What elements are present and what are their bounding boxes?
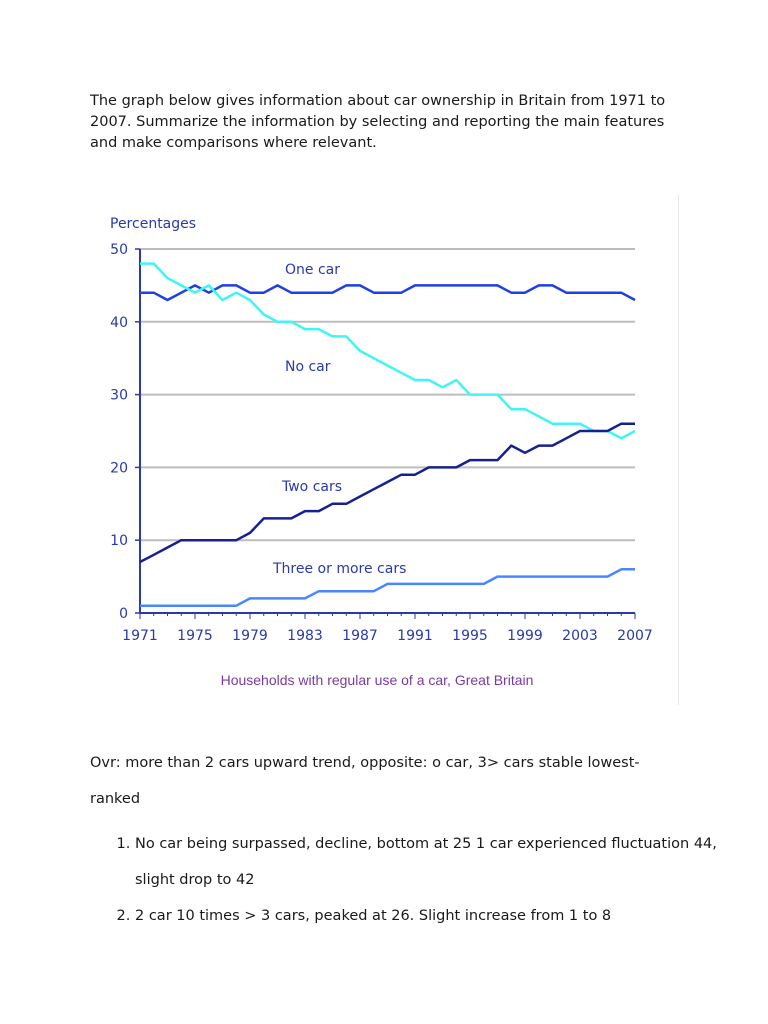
y-axis-label: Percentages xyxy=(110,216,196,232)
x-tick-label: 1975 xyxy=(177,628,213,644)
y-tick-label: 30 xyxy=(110,388,128,404)
car-ownership-chart: 0 10 20 30 40 50 1971 1975 1979 1983 1987 1991 1995 1… xyxy=(90,195,679,705)
x-tick-label: 1987 xyxy=(342,628,378,644)
y-tick-label: 0 xyxy=(119,606,128,622)
series-line-two-cars xyxy=(139,422,635,564)
x-tick-label: 2003 xyxy=(562,628,598,644)
list-item: No car being surpassed, decline, bottom … xyxy=(135,826,725,898)
x-tick-label: 1995 xyxy=(452,628,488,644)
notes-list: No car being surpassed, decline, bottom … xyxy=(90,826,725,934)
series-line-no-car xyxy=(140,262,636,440)
x-tick-label: 1983 xyxy=(287,628,323,644)
series-line-three-or-more-cars xyxy=(140,568,635,607)
y-tick-label: 40 xyxy=(110,315,128,331)
x-tick-label: 1971 xyxy=(122,628,158,644)
series-label: Three or more cars xyxy=(272,561,406,577)
chart-caption: Households with regular use of a car, Gr… xyxy=(221,672,534,688)
series-label: One car xyxy=(285,262,340,278)
x-tick-label: 1999 xyxy=(507,628,543,644)
series-line-one-car xyxy=(140,284,636,302)
series-label: Two cars xyxy=(281,479,342,495)
x-tick-label: 1991 xyxy=(397,628,433,644)
overview-note: Ovr: more than 2 cars upward trend, oppo… xyxy=(90,755,640,807)
y-tick-label: 20 xyxy=(110,460,128,476)
x-tick-label: 2007 xyxy=(617,628,653,644)
list-item: 2 car 10 times > 3 cars, peaked at 26. S… xyxy=(135,898,725,934)
intro-paragraph: The graph below gives information about … xyxy=(90,93,666,151)
x-tick-label: 1979 xyxy=(232,628,268,644)
y-tick-label: 50 xyxy=(110,242,128,258)
y-tick-label: 10 xyxy=(110,533,128,549)
series-label: No car xyxy=(285,359,331,375)
line-chart-svg: 0 10 20 30 40 50 1971 1975 1979 1983 1987 1991 1995 1… xyxy=(110,216,653,688)
